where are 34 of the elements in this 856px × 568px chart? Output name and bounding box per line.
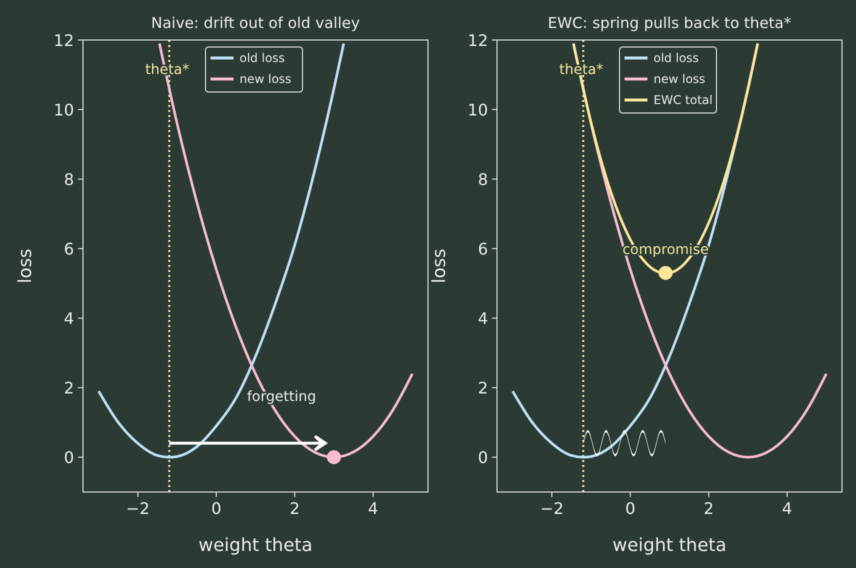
x-tick-label: 4 xyxy=(368,499,378,518)
chart-title: Naive: drift out of old valley xyxy=(151,14,360,32)
y-tick-label: 12 xyxy=(468,31,488,50)
x-axis-title: weight theta xyxy=(198,535,313,556)
y-tick-label: 2 xyxy=(64,378,74,398)
y-tick-label: 8 xyxy=(64,170,74,190)
y-tick-label: 4 xyxy=(478,309,488,328)
y-tick-label: 10 xyxy=(468,100,488,120)
x-tick-label: −2 xyxy=(540,499,564,518)
x-tick-label: 0 xyxy=(625,499,636,518)
y-tick-label: 6 xyxy=(64,240,74,259)
y-axis-title: loss xyxy=(15,248,36,284)
legend-label: old loss xyxy=(654,51,699,65)
legend-label: new loss xyxy=(240,72,292,86)
legend-label: new loss xyxy=(654,72,706,86)
x-tick-label: −2 xyxy=(126,499,150,518)
x-tick-label: 4 xyxy=(782,499,792,518)
x-tick-label: 0 xyxy=(211,499,222,518)
y-tick-label: 8 xyxy=(478,170,488,190)
line-series xyxy=(97,42,346,459)
y-tick-label: 4 xyxy=(64,309,74,328)
legend-label: old loss xyxy=(240,51,285,65)
y-axis-title: loss xyxy=(429,248,450,284)
chart-title: EWC: spring pulls back to theta* xyxy=(548,14,792,32)
x-tick-label: 2 xyxy=(290,499,300,518)
x-tick-label: 2 xyxy=(704,499,714,518)
y-tick-label: 12 xyxy=(54,31,74,50)
y-tick-label: 0 xyxy=(478,448,488,468)
y-tick-label: 2 xyxy=(478,378,488,398)
x-axis-title: weight theta xyxy=(612,535,727,556)
y-tick-label: 6 xyxy=(478,240,488,259)
legend-label: EWC total xyxy=(654,93,713,107)
y-tick-label: 0 xyxy=(64,448,74,468)
y-tick-label: 10 xyxy=(54,100,74,120)
